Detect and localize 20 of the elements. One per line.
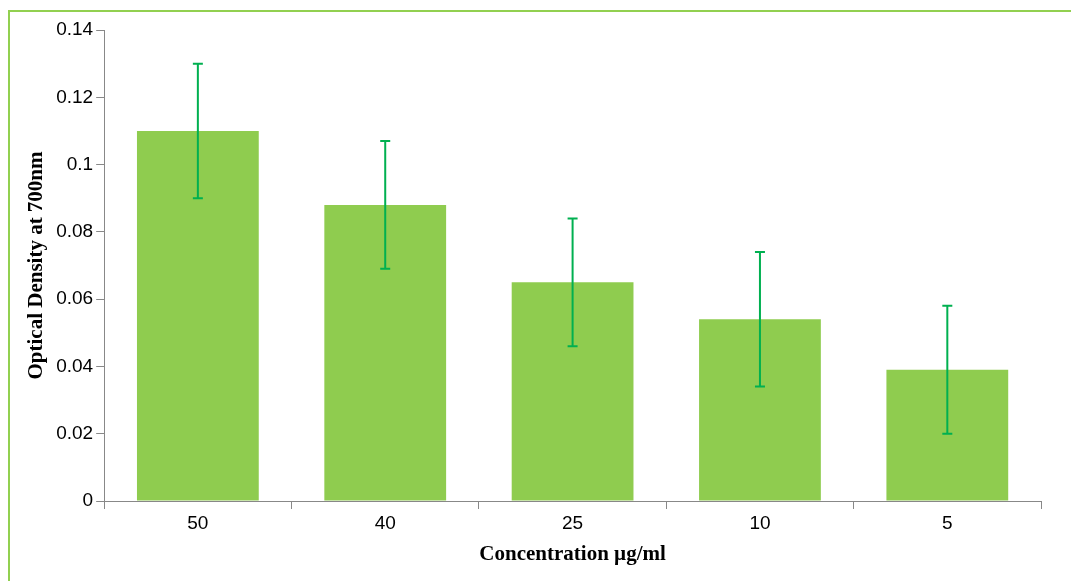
x-tick-label: 40: [374, 511, 396, 533]
y-tick-label: 0.14: [56, 18, 94, 40]
x-tick-label: 50: [187, 511, 209, 533]
y-tick-label: 0.08: [56, 220, 94, 242]
x-tick-label: 25: [562, 511, 584, 533]
y-tick-label: 0.04: [56, 354, 94, 376]
bar: [886, 369, 1009, 501]
y-axis-title: Optical Density at 700nm: [23, 150, 48, 380]
x-tick-label: 10: [749, 511, 771, 533]
y-tick-label: 0.1: [66, 152, 94, 174]
bar: [699, 319, 821, 501]
y-tick-label: 0.12: [56, 85, 94, 107]
bar: [324, 204, 447, 501]
bar: [136, 130, 259, 501]
y-tick-label: 0: [82, 489, 94, 511]
x-tick-label: 5: [942, 511, 953, 533]
x-axis-title: Concentration µg/ml: [479, 540, 666, 565]
y-tick-label: 0.06: [56, 287, 94, 309]
bar: [511, 282, 634, 501]
y-tick-label: 0.02: [56, 421, 94, 443]
